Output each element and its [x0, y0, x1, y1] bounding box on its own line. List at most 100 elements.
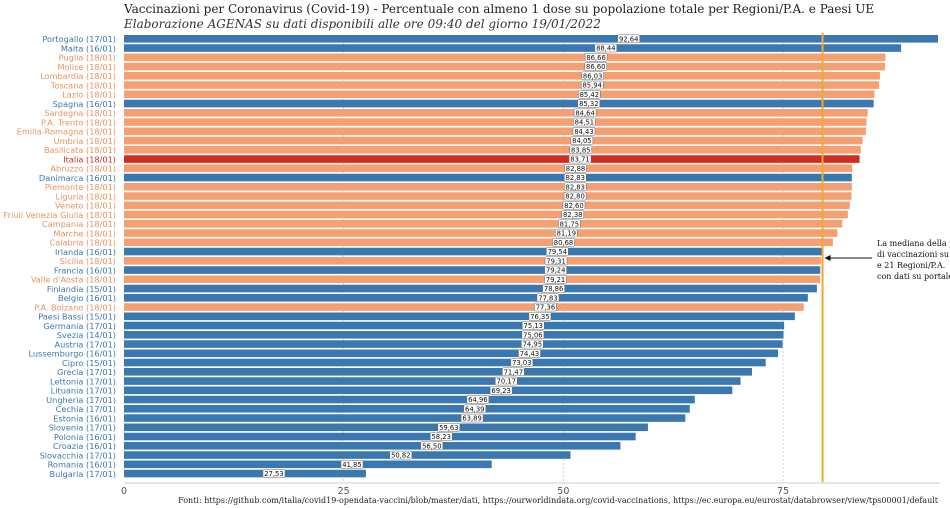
value-label: 85,42 [580, 91, 599, 99]
value-label-box [584, 62, 608, 71]
median-annotation: La mediana della pe di vaccinazioni su p… [877, 238, 950, 282]
value-label: 81,75 [560, 220, 579, 228]
value-label-box [570, 136, 594, 145]
value-label: 74,43 [520, 350, 539, 358]
value-label-box [563, 191, 587, 201]
value-label-box [552, 238, 575, 247]
x-tick-label: 0 [121, 486, 127, 497]
value-label: 79,54 [548, 248, 567, 256]
category-label: Campania (18/01) [42, 219, 116, 229]
value-label: 82,60 [564, 202, 583, 210]
value-label-box [573, 117, 596, 127]
value-label-box [495, 376, 518, 386]
value-label-box [522, 321, 545, 330]
value-label-box [510, 358, 534, 367]
value-label-box [463, 404, 487, 414]
value-label-box [555, 228, 578, 238]
category-label: Veneto (18/01) [55, 201, 116, 211]
bar [124, 229, 838, 237]
value-label: 64,39 [465, 405, 484, 413]
category-label: Germania (17/01) [43, 321, 116, 331]
bar [124, 44, 902, 52]
category-label: Lazio (18/01) [62, 90, 116, 100]
value-label-box [521, 330, 545, 340]
chart-subtitle: Elaborazione AGENAS su dati disponibili … [124, 17, 601, 31]
category-label: Lituania (17/01) [51, 386, 116, 396]
value-label: 79,24 [546, 267, 565, 275]
category-label: Polonia (16/01) [54, 432, 116, 442]
category-label: Francia (16/01) [54, 265, 116, 275]
value-label-box [594, 43, 618, 53]
bar [124, 72, 880, 80]
value-label: 86,03 [583, 72, 602, 80]
value-label: 82,88 [566, 165, 585, 173]
bar [124, 164, 853, 173]
value-label: 79,21 [546, 276, 565, 284]
value-label-box [569, 145, 593, 155]
value-label-box [563, 182, 587, 192]
category-label: Umbria (18/01) [54, 136, 116, 146]
value-label-box [518, 349, 541, 358]
value-label-box [262, 469, 286, 478]
value-label: 82,83 [566, 183, 585, 191]
bar [124, 423, 648, 432]
category-label: Belgio (16/01) [58, 293, 116, 303]
category-label: Cipro (15/01) [62, 358, 116, 368]
bar [124, 321, 785, 330]
value-label-box [573, 108, 597, 118]
value-label-box [558, 219, 581, 229]
value-label-box [340, 460, 364, 469]
value-label: 85,32 [579, 100, 598, 108]
category-label: Paesi Bassi (15/01) [38, 312, 116, 322]
value-label: 27,53 [264, 470, 283, 478]
value-label: 41,85 [342, 461, 361, 469]
bar [124, 238, 833, 247]
bar [124, 220, 843, 228]
category-label: Finlandia (15/01) [47, 284, 116, 294]
value-label: 92,64 [619, 35, 638, 43]
value-label: 86,60 [586, 63, 605, 71]
bar [124, 395, 695, 404]
category-label: Sardegna (18/01) [44, 108, 116, 118]
category-label: Sicilia (18/01) [60, 256, 116, 266]
category-label: Danimarca (16/01) [39, 173, 116, 183]
value-label-box [544, 256, 568, 266]
category-label: Malta (16/01) [61, 43, 116, 53]
category-label: Romania (16/01) [48, 460, 116, 470]
value-label: 81,19 [557, 230, 576, 238]
value-label-box [546, 247, 569, 256]
category-label: Slovacchia (17/01) [40, 450, 116, 460]
value-label: 75,06 [523, 331, 542, 339]
category-label: Estonia (16/01) [53, 413, 116, 423]
value-label-box [578, 90, 601, 99]
value-label: 70,17 [497, 378, 516, 386]
chart-title: Vaccinazioni per Coronavirus (Covid-19) … [124, 2, 875, 16]
value-label-box [420, 441, 444, 451]
value-label: 77,83 [538, 294, 557, 302]
bar [124, 201, 850, 210]
category-label: Molise (18/01) [57, 62, 116, 72]
x-tick-label: 25 [338, 486, 350, 497]
category-label: Italia (18/01) [63, 154, 116, 164]
category-label: Irlanda (16/01) [55, 247, 116, 257]
value-label-box [568, 154, 592, 164]
value-label-box [437, 423, 461, 432]
value-label-box [389, 450, 413, 460]
bar [124, 99, 874, 108]
value-label-box [561, 210, 585, 219]
value-label-box [580, 80, 604, 90]
value-label: 84,43 [574, 128, 593, 136]
category-label: Ungheria (17/01) [46, 395, 116, 405]
value-label: 75,13 [524, 322, 543, 330]
category-label: Grecia (17/01) [57, 367, 116, 377]
bar [124, 257, 821, 265]
category-label: P.A. Bolzano (18/01) [34, 302, 116, 312]
value-label: 84,05 [572, 137, 591, 145]
value-label-box [581, 71, 604, 81]
value-label: 63,89 [462, 415, 481, 423]
bar [124, 312, 795, 321]
bar [124, 275, 820, 284]
category-label: Valle d'Aosta (18/01) [31, 275, 116, 285]
value-label-box [544, 265, 567, 275]
category-label: Lombardia (18/01) [40, 71, 116, 81]
